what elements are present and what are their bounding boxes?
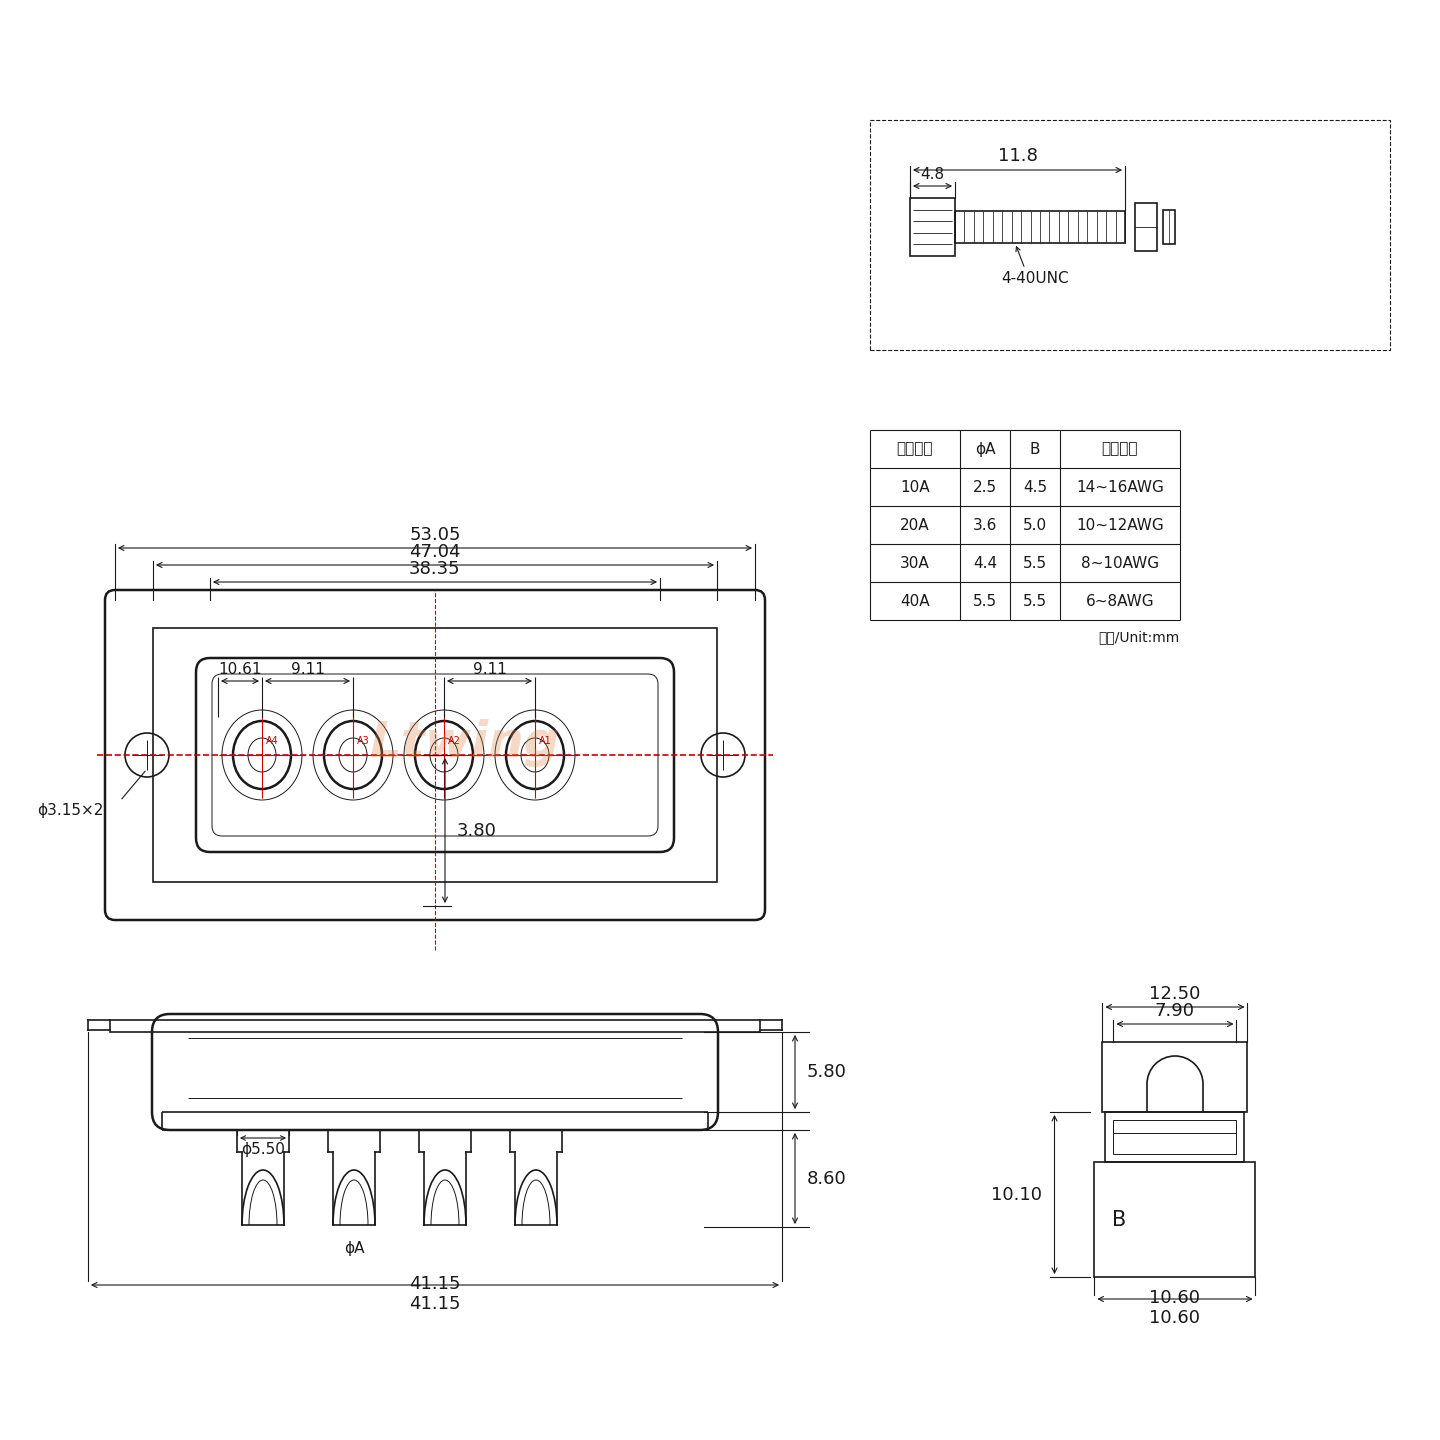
Text: 9.11: 9.11	[472, 662, 507, 677]
Text: 20A: 20A	[900, 517, 930, 533]
Bar	[870, 120, 1390, 350]
Bar	[153, 628, 717, 881]
Text: 5.5: 5.5	[1022, 593, 1047, 609]
Text: 10.60: 10.60	[1149, 1289, 1201, 1308]
Text: ϕ5.50: ϕ5.50	[240, 1142, 285, 1156]
Text: 5.5: 5.5	[973, 593, 996, 609]
Bar	[1135, 203, 1156, 251]
Text: 11.8: 11.8	[998, 147, 1037, 166]
Text: ϕ3.15×2: ϕ3.15×2	[36, 802, 104, 818]
Text: B: B	[1030, 442, 1040, 456]
Text: ϕA: ϕA	[975, 442, 995, 456]
Text: 3.80: 3.80	[456, 821, 497, 840]
Bar	[1164, 210, 1175, 243]
Text: 4.5: 4.5	[1022, 480, 1047, 494]
Text: 40A: 40A	[900, 593, 930, 609]
Text: 10.60: 10.60	[1149, 1309, 1201, 1328]
Bar	[1113, 1120, 1237, 1153]
Text: 4.8: 4.8	[920, 167, 945, 181]
Bar	[910, 199, 955, 256]
Text: 单位/Unit:mm: 单位/Unit:mm	[1099, 631, 1179, 644]
Text: 47.04: 47.04	[409, 543, 461, 562]
Text: 14~16AWG: 14~16AWG	[1076, 480, 1164, 494]
Text: 3.6: 3.6	[973, 517, 996, 533]
Text: 38.35: 38.35	[409, 560, 461, 577]
Text: 9.11: 9.11	[291, 662, 324, 677]
Text: 41.15: 41.15	[409, 1274, 461, 1293]
Text: 41.15: 41.15	[409, 1295, 461, 1313]
Bar	[1094, 1162, 1256, 1277]
Text: 10A: 10A	[900, 480, 930, 494]
Text: A2: A2	[448, 736, 461, 746]
Text: 5.0: 5.0	[1022, 517, 1047, 533]
Text: 10~12AWG: 10~12AWG	[1076, 517, 1164, 533]
Bar	[955, 212, 1125, 243]
Text: 30A: 30A	[900, 556, 930, 570]
Text: A3: A3	[357, 736, 370, 746]
Bar	[1106, 1112, 1244, 1162]
Bar	[109, 1020, 760, 1032]
Text: 10.61: 10.61	[219, 662, 262, 677]
Text: A4: A4	[265, 736, 278, 746]
Text: 53.05: 53.05	[409, 526, 461, 544]
Text: 4.4: 4.4	[973, 556, 996, 570]
Text: 12.50: 12.50	[1149, 985, 1201, 1004]
Text: A1: A1	[539, 736, 552, 746]
Text: 5.80: 5.80	[806, 1063, 847, 1081]
Text: 7.90: 7.90	[1155, 1002, 1195, 1020]
Text: B: B	[1112, 1210, 1126, 1230]
Text: 8~10AWG: 8~10AWG	[1081, 556, 1159, 570]
Text: 2.5: 2.5	[973, 480, 996, 494]
Bar	[1103, 1043, 1247, 1112]
Text: 线材规格: 线材规格	[1102, 442, 1138, 456]
Text: 10.10: 10.10	[992, 1185, 1043, 1204]
Text: 8.60: 8.60	[806, 1169, 847, 1188]
Text: 4-40UNC: 4-40UNC	[1001, 271, 1068, 287]
Text: 6~8AWG: 6~8AWG	[1086, 593, 1155, 609]
Text: ϕA: ϕA	[344, 1241, 364, 1256]
Text: 额定电流: 额定电流	[897, 442, 933, 456]
Text: Ltwing: Ltwing	[370, 719, 560, 768]
Text: 5.5: 5.5	[1022, 556, 1047, 570]
